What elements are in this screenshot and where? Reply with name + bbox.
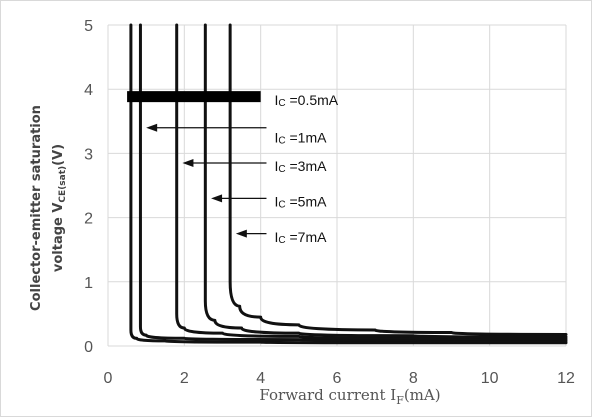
y-axis-label-line2: voltage VCE(sat)(V)	[51, 144, 68, 272]
annotation-label: IC =1mA	[274, 129, 327, 146]
y-tick-label: 3	[84, 146, 93, 163]
x-tick-label: 0	[104, 370, 113, 387]
annotation-label: IC =0.5mA	[274, 92, 338, 109]
annotation-arrowhead	[182, 159, 194, 168]
series-line	[228, 23, 568, 336]
series-line	[138, 23, 568, 343]
y-tick-label: 5	[84, 18, 93, 35]
series-line	[175, 23, 568, 341]
curves	[129, 23, 568, 345]
highlight-bar	[127, 91, 261, 103]
x-tick-labels: 0 2 4 6 8 10 12	[104, 370, 575, 387]
y-axis-label-line1: Collector-emitter saturation	[29, 105, 44, 311]
annotation-arrowhead	[211, 194, 223, 203]
y-tick-label: 4	[84, 82, 93, 99]
annotation-label: IC =3mA	[274, 158, 327, 175]
annotations: IC =0.5mA IC =1mA IC =3mA IC =5mA IC =7mA	[146, 92, 339, 246]
x-axis-label: Forward current IF(mA)	[259, 386, 440, 407]
y-tick-labels: 0 1 2 3 4 5	[84, 18, 93, 356]
annotation-arrowhead	[235, 229, 247, 238]
x-tick-label: 2	[180, 370, 189, 387]
annotation-label: IC =5mA	[274, 194, 327, 211]
y-tick-label: 0	[84, 339, 93, 356]
x-tick-label: 10	[481, 370, 499, 387]
highlight-markers	[127, 91, 261, 103]
grid-layer	[107, 24, 567, 347]
x-tick-label: 12	[557, 370, 575, 387]
annotation-label: IC =7mA	[274, 229, 327, 246]
series-line	[203, 23, 568, 339]
x-tick-label: 6	[333, 370, 342, 387]
y-tick-label: 2	[84, 211, 93, 228]
series-line	[129, 23, 568, 345]
x-tick-label: 8	[409, 370, 418, 387]
x-tick-label: 4	[256, 370, 265, 387]
annotation-arrowhead	[146, 123, 158, 132]
y-tick-label: 1	[84, 275, 93, 292]
